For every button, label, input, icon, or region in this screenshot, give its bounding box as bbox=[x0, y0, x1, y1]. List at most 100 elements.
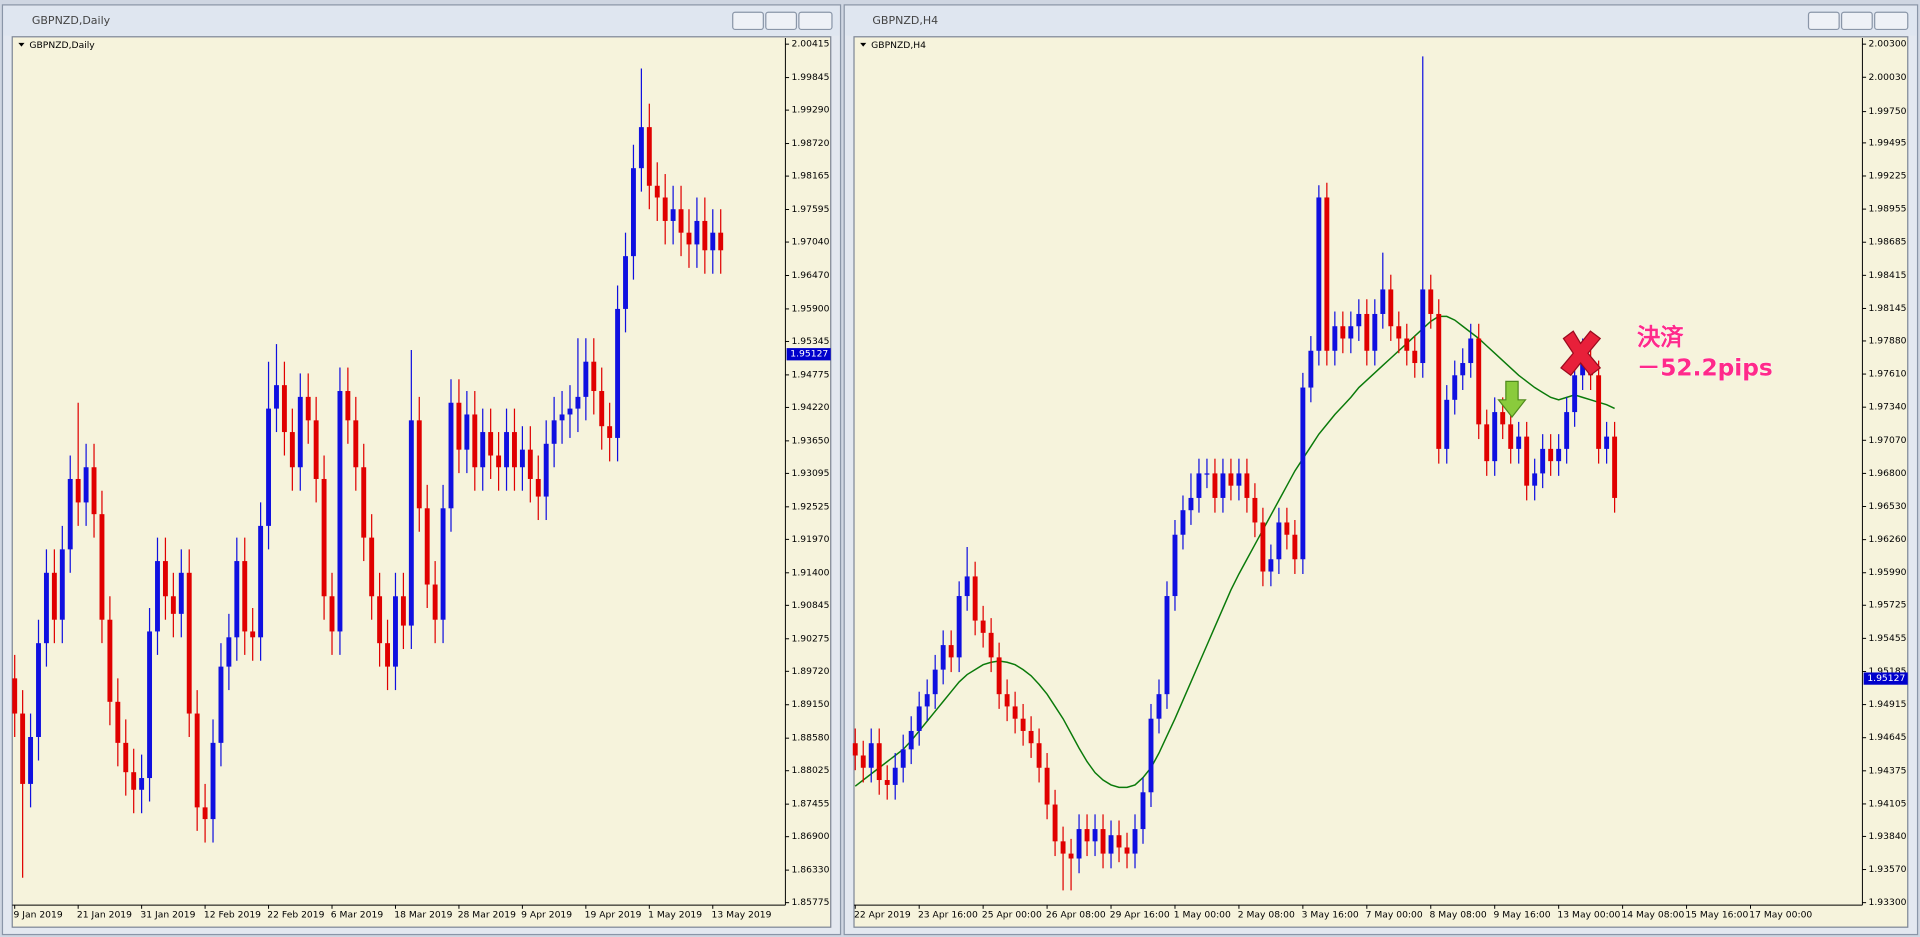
candle-body bbox=[178, 572, 184, 614]
candle-body bbox=[186, 572, 192, 714]
candle-body bbox=[1404, 338, 1410, 351]
window-titlebar bbox=[845, 6, 1917, 36]
candle-body bbox=[535, 478, 541, 497]
candle-body bbox=[234, 561, 240, 638]
candle-body bbox=[1412, 350, 1418, 364]
y-tick-label: 1.91400 bbox=[792, 567, 830, 578]
candle-body bbox=[1196, 473, 1202, 498]
candle-body bbox=[1332, 326, 1338, 351]
y-tick-label: 1.97595 bbox=[792, 204, 830, 215]
y-tick-label: 1.95900 bbox=[792, 303, 830, 314]
candle-body bbox=[210, 742, 216, 820]
candle-body bbox=[305, 396, 311, 421]
x-tick-label: 13 May 00:00 bbox=[1557, 909, 1620, 920]
x-tick-label: 7 May 00:00 bbox=[1366, 909, 1423, 920]
y-tick-label: 1.94775 bbox=[792, 369, 830, 380]
restore-button[interactable] bbox=[1840, 11, 1873, 31]
candle-body bbox=[353, 420, 359, 468]
candle-body bbox=[615, 308, 621, 438]
y-tick-label: 1.95990 bbox=[1869, 567, 1907, 578]
current-price-label: 1.95127 bbox=[1867, 673, 1905, 684]
candle-body bbox=[1476, 338, 1482, 425]
close-button[interactable] bbox=[1874, 11, 1909, 31]
y-tick-label: 1.89720 bbox=[792, 666, 830, 677]
minimize-button[interactable] bbox=[732, 11, 764, 31]
candle-body bbox=[1540, 448, 1546, 474]
candle-body bbox=[1436, 313, 1442, 449]
candle-body bbox=[631, 168, 636, 257]
candle-body bbox=[892, 767, 898, 785]
candle-body bbox=[868, 743, 874, 768]
candle-body bbox=[876, 743, 882, 781]
y-tick-label: 1.91970 bbox=[792, 534, 830, 545]
minimize-button[interactable] bbox=[1807, 11, 1840, 31]
candle-body bbox=[337, 391, 343, 632]
candle-body bbox=[527, 449, 533, 479]
candle-body bbox=[512, 432, 517, 468]
y-tick-label: 1.97040 bbox=[792, 237, 830, 248]
candle-body bbox=[932, 669, 938, 695]
y-tick-label: 1.90845 bbox=[792, 600, 830, 611]
y-tick-label: 1.96530 bbox=[1869, 501, 1907, 512]
y-tick-label: 1.99845 bbox=[792, 72, 830, 83]
candle-body bbox=[194, 713, 200, 808]
y-tick-label: 2.00300 bbox=[1869, 39, 1907, 50]
candle-body bbox=[1444, 399, 1450, 449]
candle-body bbox=[67, 478, 73, 550]
candle-body bbox=[1612, 436, 1618, 498]
y-tick-label: 1.96470 bbox=[792, 270, 830, 281]
candle-body bbox=[1180, 510, 1186, 535]
y-tick-label: 1.95725 bbox=[1869, 600, 1907, 611]
candle-body bbox=[1516, 436, 1522, 449]
candle-body bbox=[504, 432, 509, 468]
candle-body bbox=[1260, 522, 1266, 572]
candle-body bbox=[496, 455, 502, 468]
close-marker-icon bbox=[1560, 330, 1602, 377]
candle-body bbox=[1044, 767, 1050, 805]
candle-body bbox=[170, 596, 176, 614]
x-tick-label: 14 May 08:00 bbox=[1621, 909, 1684, 920]
candle-body bbox=[646, 127, 652, 186]
entry-arrow-icon bbox=[1497, 380, 1527, 418]
candle-body bbox=[155, 561, 160, 632]
candle-body bbox=[147, 631, 153, 779]
candle-body bbox=[297, 396, 303, 468]
candle-body bbox=[964, 576, 970, 597]
candle-body bbox=[852, 743, 858, 756]
candle-body bbox=[638, 127, 644, 169]
candle-body bbox=[1580, 363, 1586, 376]
y-tick-label: 1.86330 bbox=[792, 865, 830, 876]
candle-body bbox=[1356, 313, 1362, 327]
candle-body bbox=[43, 572, 49, 644]
candle-body bbox=[1292, 534, 1298, 560]
candle-body bbox=[1100, 829, 1106, 854]
candle-body bbox=[1028, 730, 1034, 744]
close-button[interactable] bbox=[798, 11, 833, 31]
candle-body bbox=[1532, 473, 1538, 486]
x-tick-label: 31 Jan 2019 bbox=[140, 909, 195, 920]
charts: GBPNZD,Daily 2.00415 1.99845 1.99290 1.98720… bbox=[12, 38, 1908, 920]
x-tick-label: 25 Apr 00:00 bbox=[982, 909, 1042, 920]
candle-body bbox=[1300, 387, 1306, 560]
candle-body bbox=[1244, 473, 1250, 498]
candle-body bbox=[400, 596, 406, 626]
y-tick-label: 1.94645 bbox=[1869, 732, 1907, 743]
chart-label-arrow bbox=[18, 42, 25, 47]
restore-button[interactable] bbox=[765, 11, 798, 31]
current-price-box bbox=[1863, 672, 1908, 685]
candle-body bbox=[1084, 829, 1090, 842]
y-tick-label: 1.99225 bbox=[1869, 170, 1907, 181]
candle-body bbox=[28, 736, 34, 784]
x-tick-label: 9 Apr 2019 bbox=[521, 909, 572, 920]
candle-body bbox=[1396, 326, 1402, 339]
x-tick-label: 22 Feb 2019 bbox=[267, 909, 324, 920]
candle-body bbox=[464, 414, 470, 450]
candle-body bbox=[1020, 718, 1026, 731]
candle-body bbox=[440, 508, 446, 620]
candle-body bbox=[432, 584, 438, 620]
candle-body bbox=[860, 755, 866, 768]
candle-body bbox=[162, 561, 168, 597]
candle-body bbox=[1012, 706, 1018, 719]
candle-body bbox=[202, 807, 208, 820]
x-tick-label: 3 May 16:00 bbox=[1302, 909, 1359, 920]
